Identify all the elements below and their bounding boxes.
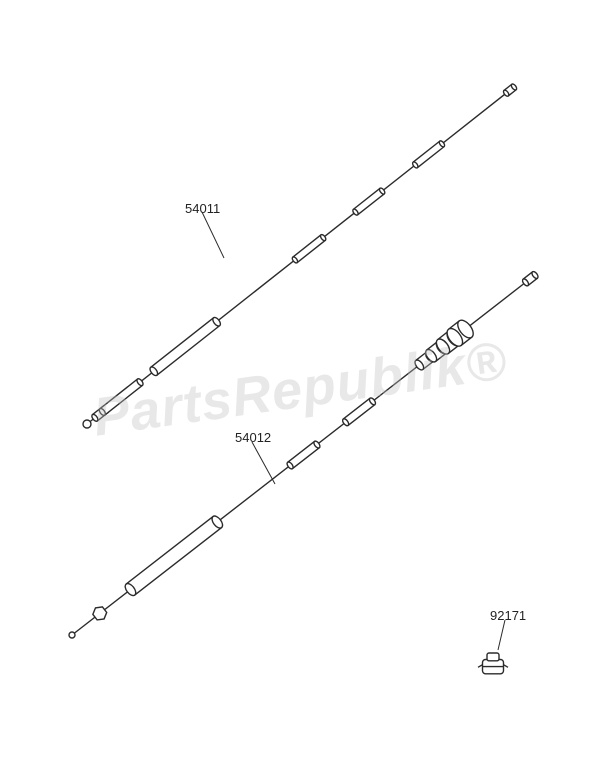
part-label-54012: 54012: [235, 430, 271, 445]
diagram-stage: PartsRepublik® 54011 54012 92171: [0, 0, 600, 778]
parts-diagram-svg: [0, 0, 600, 778]
part-label-54011: 54011: [185, 201, 220, 216]
part-label-92171: 92171: [490, 608, 526, 623]
